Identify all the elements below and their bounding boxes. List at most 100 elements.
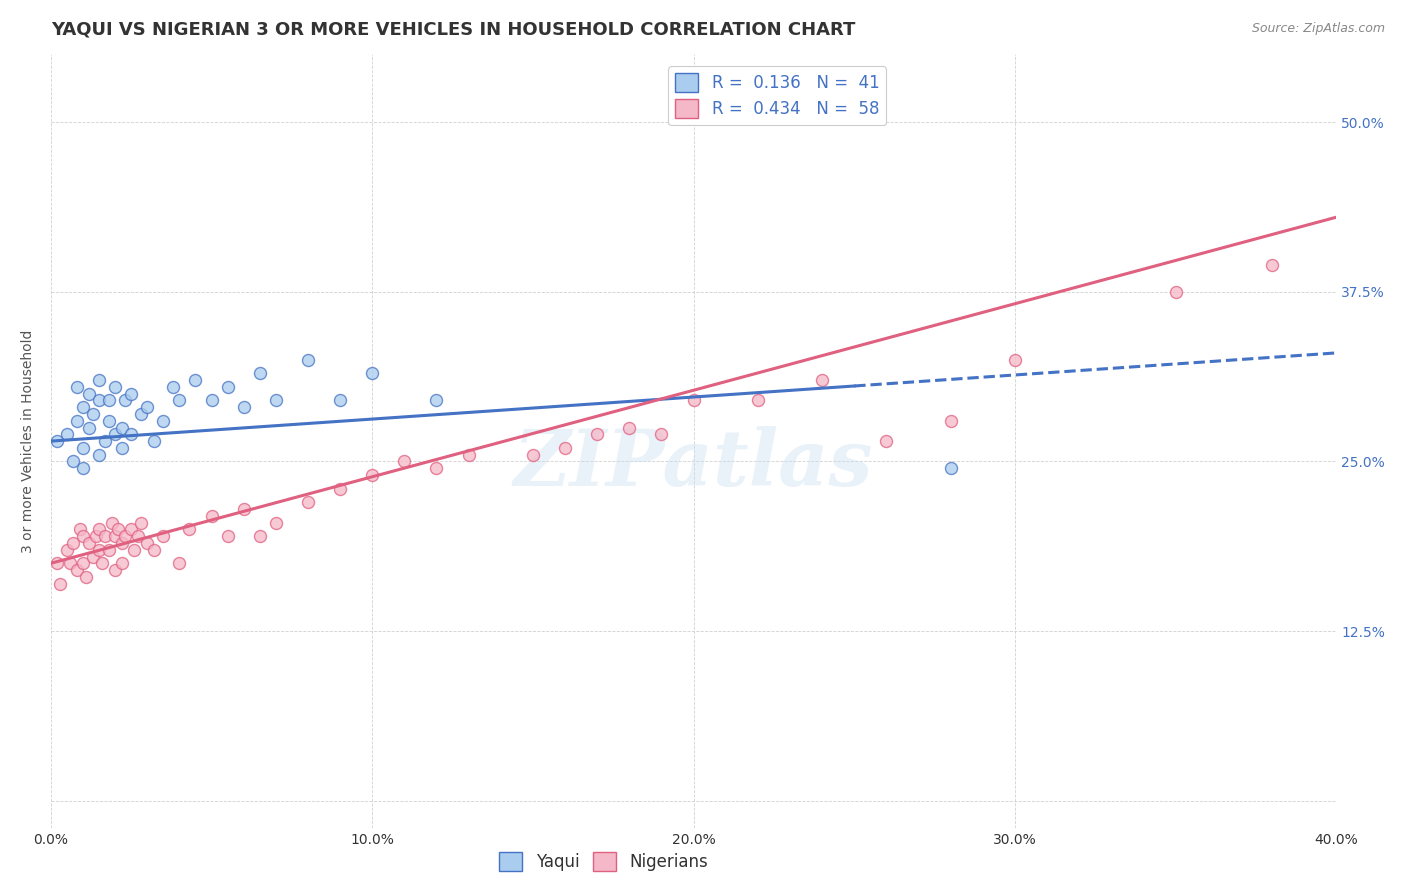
Point (361, 366, 384, 380)
Point (101, 516, 124, 530)
Point (200, 508, 222, 523)
Point (84, 529, 107, 543)
Point (297, 495, 319, 509)
Point (46, 556, 69, 570)
Point (297, 352, 319, 367)
Point (110, 420, 132, 434)
Point (264, 393, 287, 408)
Point (875, 434, 897, 449)
Point (120, 427, 142, 442)
Point (939, 461, 962, 475)
Point (177, 522, 200, 536)
Point (329, 393, 352, 408)
Point (97, 542, 120, 557)
Point (136, 400, 159, 414)
Point (249, 366, 271, 380)
Point (747, 393, 769, 408)
Point (142, 542, 165, 557)
Point (650, 427, 672, 442)
Point (129, 407, 152, 421)
Point (394, 454, 416, 468)
Point (82, 407, 104, 421)
Point (939, 414, 962, 428)
Point (87, 373, 110, 387)
Point (97, 393, 120, 408)
Point (586, 427, 609, 442)
Point (49, 576, 72, 591)
Point (619, 420, 641, 434)
Point (120, 386, 142, 401)
Text: YAQUI VS NIGERIAN 3 OR MORE VEHICLES IN HOUSEHOLD CORRELATION CHART: YAQUI VS NIGERIAN 3 OR MORE VEHICLES IN … (51, 21, 855, 39)
Point (110, 441, 132, 455)
Point (104, 427, 127, 442)
Point (329, 482, 352, 496)
Point (97, 414, 120, 428)
Point (1261, 258, 1284, 272)
Point (361, 468, 384, 483)
Point (62, 536, 84, 550)
Point (72, 441, 94, 455)
Point (94, 434, 117, 449)
Point (94, 529, 117, 543)
Point (87, 448, 110, 462)
Point (65, 380, 87, 394)
Point (72, 556, 94, 570)
Point (152, 529, 174, 543)
Point (200, 393, 222, 408)
Point (114, 529, 136, 543)
Point (811, 373, 834, 387)
Point (184, 373, 207, 387)
Point (522, 448, 544, 462)
Point (75, 570, 97, 584)
Point (87, 393, 110, 408)
Point (72, 529, 94, 543)
Point (152, 414, 174, 428)
Point (110, 556, 132, 570)
Legend: Yaqui, Nigerians: Yaqui, Nigerians (492, 845, 714, 878)
Point (554, 441, 576, 455)
Point (142, 434, 165, 449)
Point (162, 380, 184, 394)
Point (69, 522, 91, 536)
Point (120, 522, 142, 536)
Point (124, 542, 146, 557)
Point (110, 536, 132, 550)
Point (59, 556, 82, 570)
Point (682, 393, 704, 408)
Point (1164, 285, 1187, 299)
Point (56, 427, 79, 442)
Text: Source: ZipAtlas.com: Source: ZipAtlas.com (1251, 22, 1385, 36)
Point (62, 454, 84, 468)
Point (65, 563, 87, 577)
Point (87, 542, 110, 557)
Point (72, 400, 94, 414)
Point (114, 393, 136, 408)
Point (91, 556, 114, 570)
Point (56, 542, 79, 557)
Point (232, 502, 254, 516)
Point (79, 420, 101, 434)
Point (217, 380, 239, 394)
Point (264, 516, 287, 530)
Point (104, 563, 127, 577)
Point (46, 434, 69, 449)
Point (79, 386, 101, 401)
Point (232, 400, 254, 414)
Point (82, 549, 104, 564)
Point (129, 516, 152, 530)
Point (136, 536, 159, 550)
Point (425, 393, 447, 408)
Point (127, 529, 149, 543)
Point (425, 461, 447, 475)
Point (87, 522, 110, 536)
Point (72, 461, 94, 475)
Point (104, 380, 127, 394)
Point (107, 522, 129, 536)
Point (65, 414, 87, 428)
Point (1004, 352, 1026, 367)
Point (249, 529, 271, 543)
Point (169, 556, 191, 570)
Point (104, 529, 127, 543)
Point (217, 529, 239, 543)
Point (169, 393, 191, 408)
